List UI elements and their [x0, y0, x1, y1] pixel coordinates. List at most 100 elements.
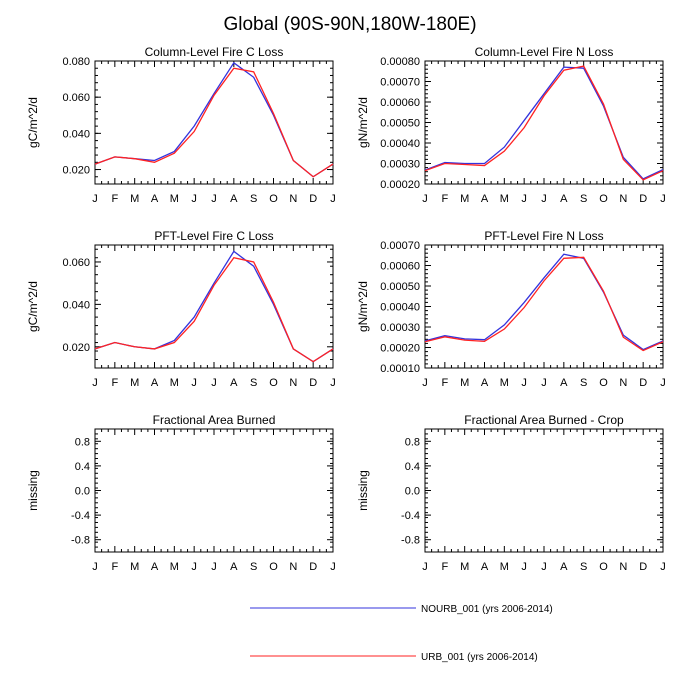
x-tick-label: J	[521, 561, 527, 573]
x-tick-label: M	[460, 561, 469, 573]
x-tick-label: N	[289, 561, 297, 573]
x-tick-label: N	[289, 193, 297, 205]
x-tick-label: J	[660, 377, 666, 389]
x-tick-label: D	[639, 561, 647, 573]
y-tick-label: 0.060	[62, 257, 90, 269]
figure-title: Global (90S-90N,180W-180E)	[223, 14, 477, 35]
x-tick-label: J	[211, 561, 217, 573]
x-tick-label: J	[521, 193, 527, 205]
plot-frame	[424, 428, 664, 553]
x-tick-label: J	[330, 193, 336, 205]
y-tick-label: 0.060	[62, 92, 90, 104]
y-axis-label: gC/m^2/d	[26, 97, 40, 148]
y-tick-label: 0.00040	[380, 302, 420, 314]
y-tick-label: 0.080	[62, 56, 90, 68]
plot-frame	[94, 60, 334, 185]
x-tick-label: J	[422, 193, 428, 205]
y-tick-label: 0.00080	[380, 56, 420, 68]
x-tick-label: A	[151, 193, 159, 205]
y-tick-label: 0.00040	[380, 138, 420, 150]
x-tick-label: M	[170, 193, 179, 205]
y-tick-label: 0.020	[62, 342, 90, 354]
y-tick-label: 0.0	[405, 486, 420, 498]
x-tick-label: F	[441, 377, 448, 389]
legend-label-1: NOURB_001 (yrs 2006-2014)	[421, 604, 553, 615]
x-tick-label: O	[599, 377, 608, 389]
y-tick-label: 0.4	[405, 461, 420, 473]
y-tick-label: 0.00050	[380, 281, 420, 293]
x-tick-label: J	[660, 561, 666, 573]
series-line-nourb_001	[94, 250, 334, 363]
y-tick-label: -0.8	[71, 535, 90, 547]
x-tick-label: J	[422, 377, 428, 389]
x-tick-label: F	[111, 193, 118, 205]
x-tick-label: J	[330, 377, 336, 389]
y-axis-label: gC/m^2/d	[26, 281, 40, 332]
y-tick-label: 0.00070	[380, 77, 420, 89]
x-tick-label: J	[211, 377, 217, 389]
chart-title: Fractional Area Burned - Crop	[464, 413, 624, 427]
y-axis-label: missing	[26, 470, 40, 511]
y-tick-label: -0.4	[401, 510, 420, 522]
y-tick-label: -0.4	[71, 510, 90, 522]
y-tick-label: 0.040	[62, 299, 90, 311]
x-tick-label: J	[92, 193, 98, 205]
x-tick-label: D	[639, 377, 647, 389]
x-tick-label: J	[92, 377, 98, 389]
x-tick-label: S	[250, 193, 257, 205]
x-tick-label: M	[130, 377, 139, 389]
y-tick-label: 0.00030	[380, 322, 420, 334]
x-tick-label: M	[170, 561, 179, 573]
y-tick-label: 0.00010	[380, 363, 420, 375]
x-tick-label: J	[191, 561, 197, 573]
x-tick-label: A	[481, 193, 489, 205]
x-tick-label: M	[500, 193, 509, 205]
x-tick-label: J	[191, 377, 197, 389]
x-tick-label: S	[580, 193, 587, 205]
plot-frame	[94, 244, 334, 369]
y-tick-label: 0.020	[62, 165, 90, 177]
x-tick-label: J	[541, 193, 547, 205]
x-tick-label: A	[560, 377, 568, 389]
series-line-nourb_001	[94, 61, 334, 178]
x-tick-label: N	[619, 193, 627, 205]
y-tick-label: 0.0	[75, 486, 90, 498]
x-tick-label: D	[639, 193, 647, 205]
x-tick-label: A	[560, 561, 568, 573]
x-tick-label: O	[269, 193, 278, 205]
x-tick-label: O	[599, 561, 608, 573]
x-tick-label: S	[580, 377, 587, 389]
x-tick-label: J	[191, 193, 197, 205]
x-tick-label: O	[269, 561, 278, 573]
chart-title: Column-Level Fire N Loss	[475, 45, 614, 59]
x-tick-label: D	[309, 193, 317, 205]
x-tick-label: M	[460, 193, 469, 205]
x-tick-label: A	[481, 561, 489, 573]
x-tick-label: M	[130, 561, 139, 573]
x-tick-label: M	[460, 377, 469, 389]
chart-title: PFT-Level Fire C Loss	[154, 229, 273, 243]
x-tick-label: A	[481, 377, 489, 389]
plot-frame	[94, 428, 334, 553]
legend-label-2: URB_001 (yrs 2006-2014)	[421, 652, 538, 663]
x-tick-label: J	[541, 561, 547, 573]
y-tick-label: 0.00020	[380, 343, 420, 355]
x-tick-label: M	[500, 377, 509, 389]
y-tick-label: 0.00060	[380, 261, 420, 273]
y-tick-label: 0.00060	[380, 97, 420, 109]
x-tick-label: M	[500, 561, 509, 573]
y-tick-label: 0.00020	[380, 179, 420, 191]
x-tick-label: S	[250, 377, 257, 389]
x-tick-label: M	[130, 193, 139, 205]
series-line-urb_001	[94, 256, 334, 363]
x-tick-label: J	[541, 377, 547, 389]
x-tick-label: J	[521, 377, 527, 389]
x-tick-label: N	[619, 561, 627, 573]
x-tick-label: F	[111, 561, 118, 573]
x-tick-label: F	[441, 561, 448, 573]
